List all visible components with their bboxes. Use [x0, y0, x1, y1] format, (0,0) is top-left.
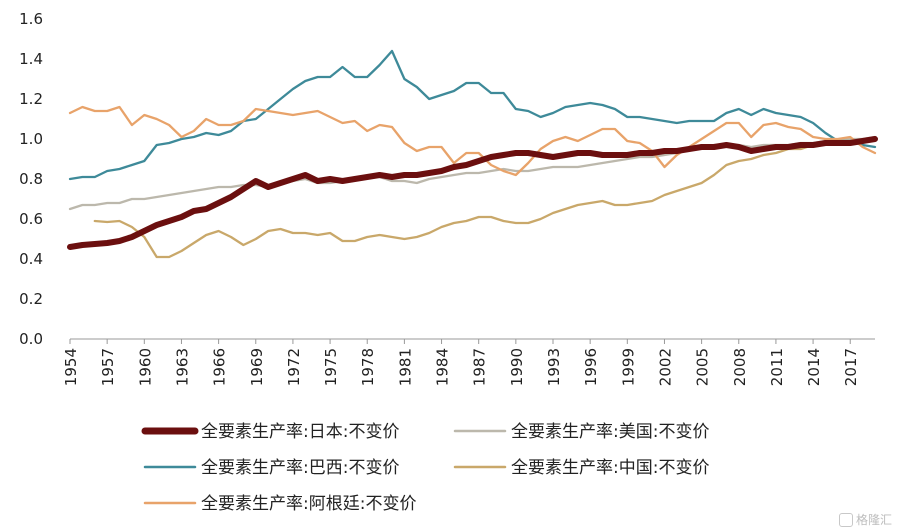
x-tick-label: 1987: [471, 348, 489, 386]
legend-label: 全要素生产率:巴西:不变价: [201, 458, 399, 478]
y-tick-label: 0.2: [19, 290, 43, 308]
x-tick-label: 2017: [842, 348, 860, 386]
x-tick-label: 1966: [211, 348, 229, 386]
watermark-logo-icon: [838, 512, 853, 527]
x-tick-label: 1981: [396, 348, 414, 386]
y-tick-label: 1.2: [19, 90, 43, 108]
x-tick-label: 1999: [619, 348, 637, 386]
series-line-2: [68, 49, 877, 181]
x-tick-label: 2002: [656, 348, 674, 386]
legend-label: 全要素生产率:日本:不变价: [201, 422, 399, 442]
y-tick-label: 0.0: [19, 330, 43, 348]
legend: 全要素生产率:日本:不变价 全要素生产率:美国:不变价全要素生产率:巴西:不变价全…: [141, 422, 709, 514]
x-tick-label: 1993: [545, 348, 563, 386]
y-tick-label: 0.4: [19, 250, 43, 268]
series-line-3: [93, 137, 877, 259]
x-tick-label: 2011: [768, 348, 786, 386]
x-tick-label: 2014: [805, 348, 823, 386]
legend-label: 全要素生产率:阿根廷:不变价: [201, 494, 416, 514]
series-line-0: [67, 136, 878, 250]
y-tick-label: 1.6: [19, 10, 43, 28]
x-tick-label: 1963: [173, 348, 191, 386]
y-tick-label: 0.8: [19, 170, 43, 188]
x-tick-label: 1984: [434, 348, 452, 386]
legend-label: 全要素生产率:美国:不变价: [511, 422, 709, 442]
y-tick-label: 0.6: [19, 210, 43, 228]
series-lines: [67, 49, 878, 259]
x-axis-ticks: 1954 1957 1960 1963 1966 1969 1972 1975 1978 1981…: [62, 339, 860, 386]
x-tick-label: 1990: [508, 348, 526, 386]
x-tick-label: 1960: [136, 348, 154, 386]
x-tick-label: 1972: [285, 348, 303, 386]
y-tick-label: 1.4: [19, 50, 43, 68]
x-tick-label: 1957: [99, 348, 117, 386]
series-line-4: [68, 105, 877, 177]
watermark: 格隆汇: [838, 511, 892, 528]
y-axis-ticks: 0.0 0.2 0.4 0.6 0.8 1.0 1.2 1.4 1.6: [19, 10, 43, 348]
x-tick-label: 2005: [694, 348, 712, 386]
x-tick-label: 1996: [582, 348, 600, 386]
legend-label: 全要素生产率:中国:不变价: [511, 458, 709, 478]
watermark-text: 格隆汇: [855, 513, 892, 527]
x-tick-label: 1954: [62, 348, 80, 386]
y-tick-label: 1.0: [19, 130, 43, 148]
x-tick-label: 2008: [731, 348, 749, 386]
x-tick-label: 1975: [322, 348, 340, 386]
x-tick-label: 1978: [359, 348, 377, 386]
x-tick-label: 1969: [248, 348, 266, 386]
